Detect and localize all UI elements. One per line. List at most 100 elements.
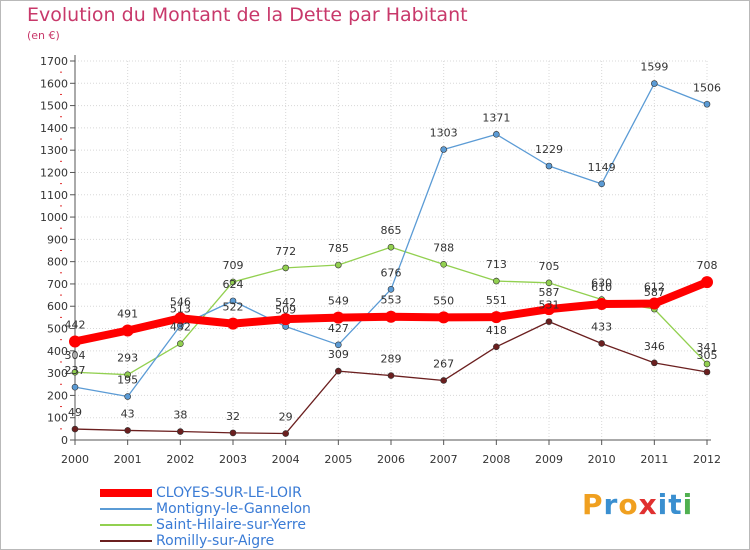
data-label: 550 — [433, 294, 454, 307]
y-tick-label: 1100 — [40, 189, 68, 202]
data-point — [71, 383, 79, 391]
data-label: 304 — [65, 349, 86, 362]
data-point — [598, 340, 605, 347]
data-label: 309 — [328, 348, 349, 361]
data-point — [335, 367, 342, 375]
data-point — [229, 278, 237, 286]
y-tick-label: 1500 — [40, 100, 68, 113]
logo-letter: i — [682, 488, 694, 521]
data-label: 546 — [170, 295, 191, 308]
data-label: 38 — [173, 409, 187, 422]
x-tick-label: 2001 — [114, 453, 142, 466]
data-point — [385, 310, 397, 323]
data-point — [174, 312, 187, 325]
data-label: 1599 — [640, 61, 668, 74]
x-tick-label: 2008 — [482, 453, 510, 466]
data-point — [440, 146, 447, 153]
y-tick-label: 900 — [47, 233, 68, 246]
data-label: 237 — [65, 364, 86, 377]
y-tick-label: 100 — [47, 412, 68, 425]
chart-subtitle: (en €) — [27, 29, 60, 42]
data-label: 341 — [697, 341, 718, 354]
data-label: 427 — [328, 322, 349, 335]
x-tick-label: 2004 — [272, 453, 300, 466]
data-label: 346 — [644, 340, 665, 353]
data-label: 29 — [279, 411, 293, 424]
data-point — [335, 261, 342, 269]
data-point — [493, 131, 500, 138]
data-label: 542 — [275, 296, 296, 309]
data-label: 522 — [223, 301, 244, 314]
legend-swatch — [100, 508, 152, 510]
data-point — [282, 430, 289, 437]
data-label: 630 — [591, 277, 612, 290]
y-tick-label: 1300 — [40, 144, 68, 157]
data-label: 433 — [591, 320, 612, 333]
data-label: 509 — [275, 304, 296, 317]
logo-letter: P — [582, 488, 604, 521]
data-point — [279, 313, 292, 326]
x-tick-label: 2005 — [324, 453, 352, 466]
logo-letter: i — [657, 488, 669, 521]
data-point — [437, 311, 450, 324]
data-point — [124, 371, 131, 378]
data-label: 1371 — [482, 111, 510, 124]
data-point — [440, 377, 447, 384]
data-label: 772 — [275, 245, 296, 258]
data-point — [493, 343, 500, 351]
legend-label: Montigny-le-Gannelon — [156, 501, 311, 517]
data-point — [703, 368, 711, 376]
data-point — [227, 317, 239, 330]
x-tick-label: 2006 — [377, 453, 405, 466]
data-label: 195 — [117, 374, 138, 387]
data-point — [595, 298, 608, 311]
x-tick-label: 2010 — [588, 453, 616, 466]
data-label: 43 — [121, 407, 135, 420]
data-point — [387, 285, 395, 293]
y-tick-label: 200 — [47, 389, 68, 402]
data-point — [335, 341, 342, 349]
y-tick-label: 700 — [47, 278, 68, 291]
data-point — [332, 311, 345, 324]
data-point — [648, 297, 661, 310]
data-point — [545, 318, 553, 325]
data-label: 713 — [486, 258, 507, 271]
chart-title: Evolution du Montant de la Dette par Hab… — [27, 4, 468, 26]
data-label: 865 — [381, 224, 402, 237]
data-point — [177, 428, 184, 435]
data-point — [69, 335, 81, 348]
data-label: 1303 — [430, 127, 458, 140]
data-point — [598, 180, 605, 188]
legend-label: Romilly-sur-Aigre — [156, 533, 275, 549]
x-tick-label: 2007 — [430, 453, 458, 466]
data-label: 553 — [381, 294, 402, 307]
data-label: 1229 — [535, 143, 563, 156]
data-label: 432 — [170, 321, 191, 334]
data-point — [701, 276, 713, 289]
x-tick-label: 2003 — [219, 453, 247, 466]
data-point — [177, 340, 184, 347]
data-point — [229, 297, 237, 305]
legend-swatch — [100, 489, 152, 497]
data-label: 709 — [223, 259, 244, 272]
legend-label: Saint-Hilaire-sur-Yerre — [156, 517, 306, 533]
data-label: 705 — [539, 260, 560, 273]
data-label: 289 — [381, 353, 402, 366]
y-tick-label: 1700 — [40, 55, 68, 68]
data-label: 610 — [591, 281, 612, 294]
data-point — [651, 80, 658, 87]
data-label: 418 — [486, 324, 507, 337]
data-point — [387, 372, 395, 379]
data-label: 531 — [539, 299, 560, 312]
x-tick-label: 2002 — [166, 453, 194, 466]
logo-letter: r — [603, 488, 619, 521]
data-label: 612 — [644, 281, 665, 294]
data-point — [121, 324, 134, 337]
data-point — [282, 264, 289, 272]
data-point — [124, 427, 131, 434]
y-tick-label: 300 — [47, 367, 68, 380]
legend-swatch — [100, 540, 152, 542]
data-label: 32 — [226, 410, 240, 423]
data-label: 267 — [433, 357, 454, 370]
